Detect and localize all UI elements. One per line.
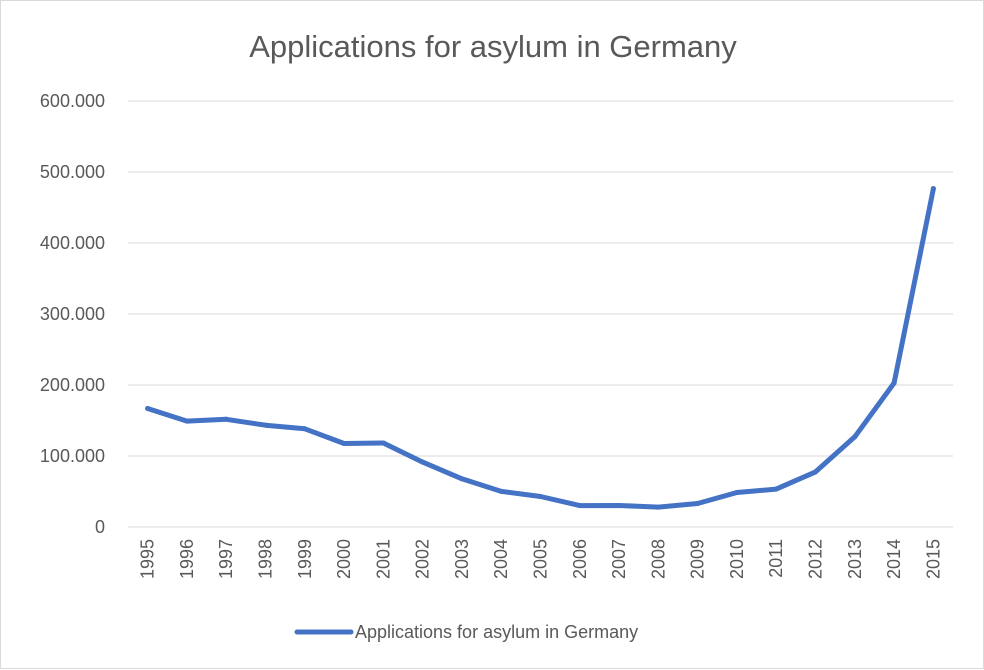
x-tick-label: 2002 bbox=[413, 539, 433, 579]
data-point bbox=[655, 504, 661, 510]
legend: Applications for asylum in Germany bbox=[294, 622, 638, 642]
data-point bbox=[263, 422, 268, 428]
data-point bbox=[184, 418, 190, 424]
data-point bbox=[498, 488, 504, 494]
x-tick-label: 2008 bbox=[648, 539, 668, 579]
x-tick-label: 2011 bbox=[766, 539, 786, 578]
data-point bbox=[420, 459, 426, 465]
y-tick-label: 300.000 bbox=[40, 304, 105, 324]
data-point bbox=[891, 380, 897, 386]
x-tick-label: 1997 bbox=[216, 539, 236, 579]
x-tick-label: 2006 bbox=[570, 539, 590, 579]
x-tick-label: 1998 bbox=[256, 539, 276, 579]
x-tick-label: 2001 bbox=[373, 539, 393, 579]
x-tick-label: 2015 bbox=[923, 539, 943, 579]
y-tick-label: 400.000 bbox=[40, 233, 105, 253]
data-point bbox=[145, 405, 151, 411]
x-tick-label: 2003 bbox=[452, 539, 472, 579]
data-point bbox=[223, 416, 229, 422]
x-tick-label: 2014 bbox=[884, 539, 904, 579]
x-tick-label: 2012 bbox=[806, 539, 826, 579]
y-axis-ticks: 0 100.000 200.000 300.000 400.000 500.000 600.… bbox=[40, 91, 105, 537]
x-tick-label: 2009 bbox=[688, 539, 708, 579]
y-tick-label: 100.000 bbox=[40, 446, 105, 466]
x-tick-label: 2007 bbox=[609, 539, 629, 579]
y-tick-label: 600.000 bbox=[40, 91, 105, 111]
data-point bbox=[813, 469, 818, 475]
x-axis-ticks: 1995 1996 1997 1998 1999 2000 2001 2002 2003 2004… bbox=[138, 539, 944, 579]
series-layer bbox=[145, 186, 936, 510]
x-tick-label: 2000 bbox=[334, 539, 354, 579]
x-tick-label: 1996 bbox=[177, 539, 197, 579]
x-tick-label: 1999 bbox=[295, 539, 315, 579]
legend-label: Applications for asylum in Germany bbox=[355, 622, 638, 642]
data-point bbox=[852, 434, 858, 440]
y-tick-label: 200.000 bbox=[40, 375, 105, 395]
data-point bbox=[302, 426, 308, 432]
y-tick-label: 500.000 bbox=[40, 162, 105, 182]
x-tick-label: 1995 bbox=[138, 539, 158, 579]
data-point bbox=[695, 501, 701, 507]
data-point bbox=[773, 486, 779, 492]
data-point bbox=[341, 440, 347, 446]
data-point bbox=[538, 494, 543, 500]
data-point bbox=[616, 502, 622, 508]
data-point bbox=[734, 490, 740, 496]
x-tick-label: 2013 bbox=[845, 539, 865, 579]
x-tick-label: 2010 bbox=[727, 539, 747, 579]
gridlines bbox=[128, 100, 953, 528]
series-line bbox=[145, 186, 936, 510]
data-point bbox=[459, 476, 465, 482]
chart-title: Applications for asylum in Germany bbox=[249, 29, 737, 64]
x-tick-label: 2004 bbox=[491, 539, 511, 579]
y-tick-label: 0 bbox=[95, 517, 105, 537]
x-tick-label: 2005 bbox=[531, 539, 551, 579]
data-point bbox=[380, 440, 386, 446]
data-point bbox=[930, 186, 936, 192]
data-point bbox=[577, 503, 583, 509]
